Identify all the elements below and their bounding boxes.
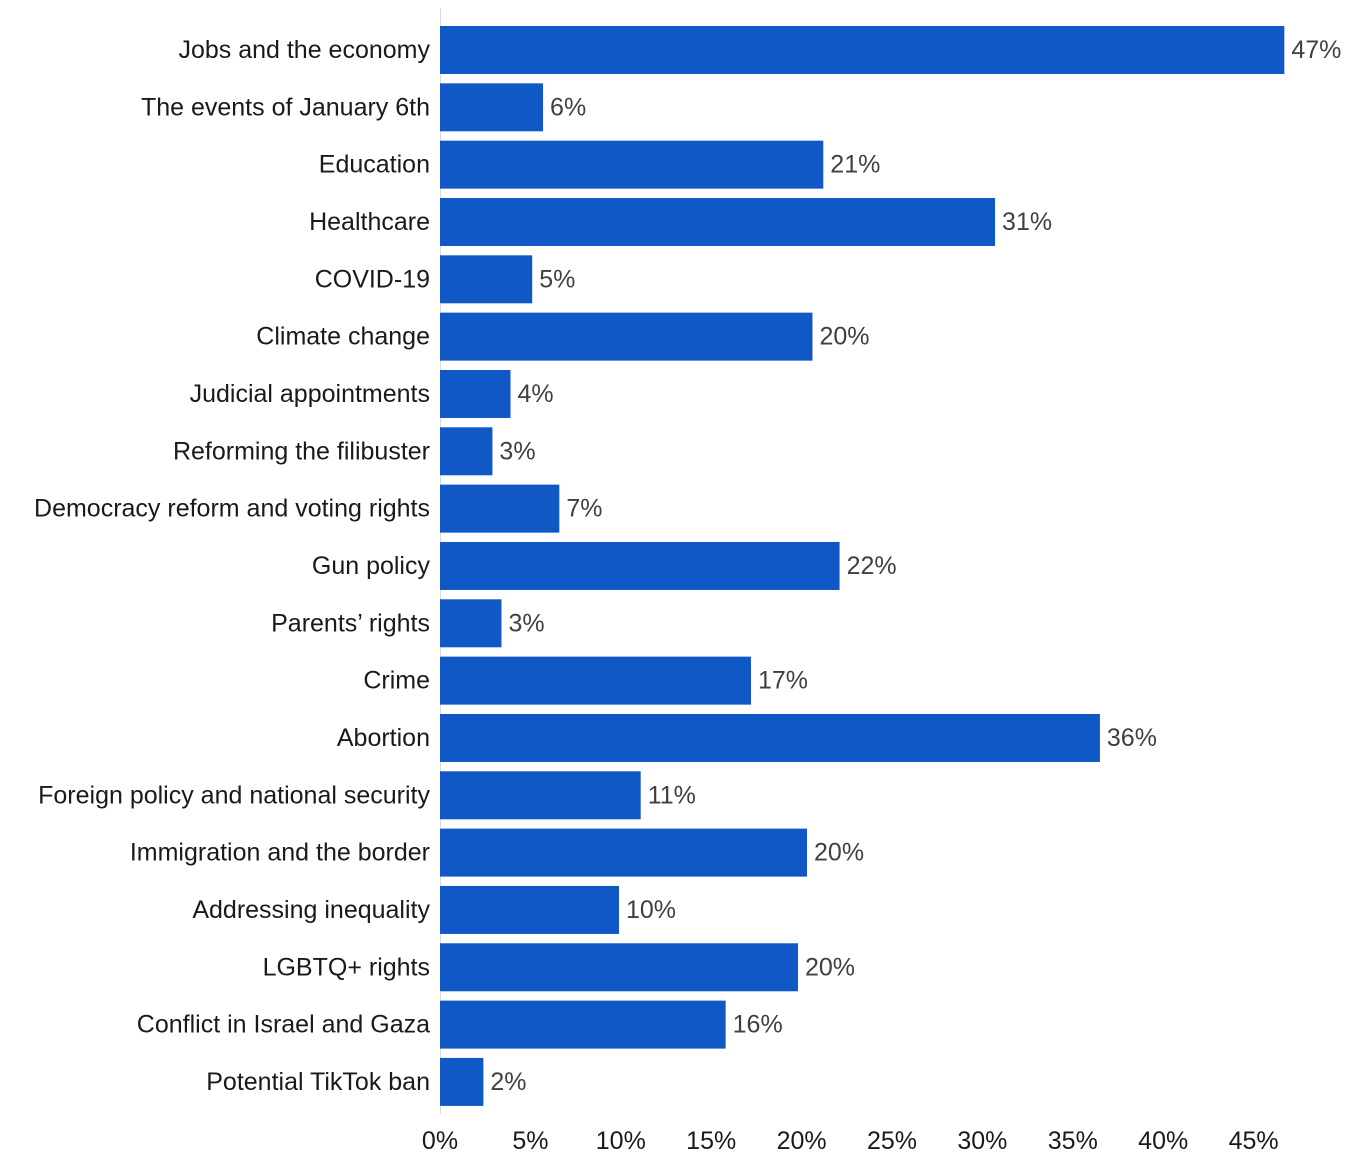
bar	[440, 943, 798, 992]
category-label: Democracy reform and voting rights	[34, 495, 430, 523]
bar	[440, 713, 1100, 762]
x-tick-label: 15%	[686, 1127, 736, 1154]
bar	[440, 197, 996, 246]
value-label: 31%	[1002, 208, 1052, 236]
bar	[440, 1000, 726, 1049]
category-label: Judicial appointments	[190, 380, 430, 408]
bar	[440, 369, 511, 418]
value-label: 4%	[518, 380, 554, 408]
category-label: Addressing inequality	[192, 896, 430, 924]
bar	[440, 1057, 484, 1106]
category-label: Gun policy	[312, 552, 431, 580]
value-labels-group: 47% 6% 21% 31% 5% 20% 4% 3% 7% 22% 3% 17% 36% 11% 20% 1…	[490, 36, 1341, 1096]
category-label: Potential TikTok ban	[206, 1068, 430, 1096]
category-label: Conflict in Israel and Gaza	[137, 1011, 430, 1039]
x-tick-label: 40%	[1138, 1127, 1188, 1154]
value-label: 47%	[1291, 36, 1341, 64]
category-label: Parents’ rights	[271, 609, 430, 637]
value-label: 20%	[814, 839, 864, 867]
value-label: 7%	[566, 495, 602, 523]
bar	[440, 599, 502, 648]
bar	[440, 83, 544, 132]
category-label: Abortion	[337, 724, 430, 752]
category-label: Healthcare	[309, 208, 430, 236]
value-label: 16%	[733, 1011, 783, 1039]
bar	[440, 484, 560, 533]
category-label: Foreign policy and national security	[38, 781, 430, 809]
bar	[440, 656, 751, 705]
category-label: Jobs and the economy	[178, 36, 430, 64]
bar	[440, 885, 619, 934]
value-label: 36%	[1107, 724, 1157, 752]
value-label: 2%	[490, 1068, 526, 1096]
category-label: The events of January 6th	[141, 93, 430, 121]
bar	[440, 541, 840, 590]
x-tick-label: 0%	[422, 1127, 458, 1154]
category-label: Immigration and the border	[130, 839, 430, 867]
value-label: 20%	[805, 953, 855, 981]
value-label: 20%	[819, 323, 869, 351]
bar	[440, 828, 808, 877]
value-label: 21%	[830, 151, 880, 179]
value-label: 5%	[539, 265, 575, 293]
bar	[440, 312, 813, 361]
bars-group	[440, 26, 1285, 1106]
x-tick-label: 25%	[867, 1127, 917, 1154]
category-label: LGBTQ+ rights	[263, 953, 430, 981]
x-tick-label: 5%	[512, 1127, 548, 1154]
value-label: 22%	[847, 552, 897, 580]
bar	[440, 771, 641, 820]
category-label: Climate change	[256, 323, 430, 351]
bar	[440, 255, 533, 304]
x-tick-label: 20%	[777, 1127, 827, 1154]
bar	[440, 427, 493, 476]
category-labels-group: Jobs and the economy The events of Januar…	[34, 36, 430, 1096]
x-tick-label: 30%	[957, 1127, 1007, 1154]
value-label: 17%	[758, 667, 808, 695]
value-label: 3%	[508, 609, 544, 637]
value-label: 6%	[550, 93, 586, 121]
category-label: Crime	[363, 667, 430, 695]
x-tick-label: 35%	[1048, 1127, 1098, 1154]
value-label: 10%	[626, 896, 676, 924]
category-label: COVID-19	[315, 265, 430, 293]
category-label: Reforming the filibuster	[173, 437, 430, 465]
category-label: Education	[319, 151, 430, 179]
x-axis-ticks-group: 0% 5% 10% 15% 20% 25% 30% 35% 40% 45%	[422, 1127, 1279, 1154]
bar	[440, 140, 824, 189]
x-tick-label: 45%	[1229, 1127, 1279, 1154]
value-label: 3%	[499, 437, 535, 465]
x-tick-label: 10%	[596, 1127, 646, 1154]
value-label: 11%	[648, 781, 696, 809]
bar	[440, 26, 1285, 74]
